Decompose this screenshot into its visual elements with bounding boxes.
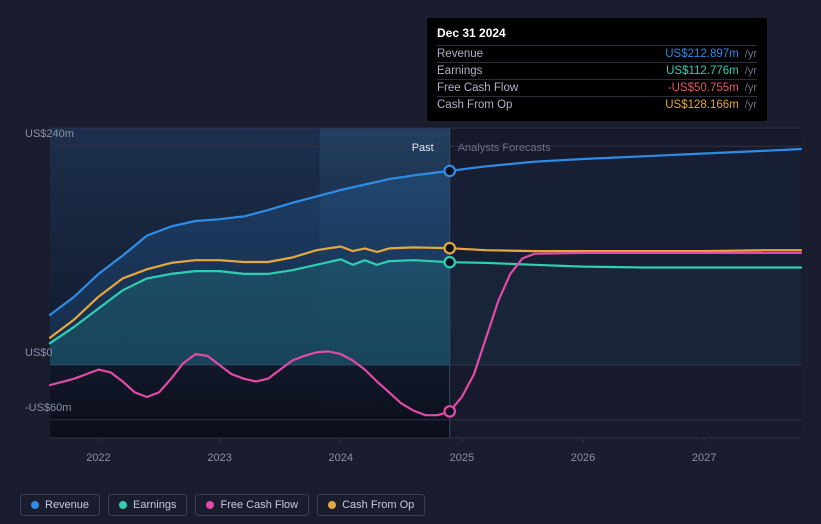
tooltip-value: US$128.166m bbox=[665, 99, 739, 111]
x-axis-label: 2026 bbox=[571, 452, 595, 464]
legend-item-fcf[interactable]: Free Cash Flow bbox=[195, 494, 309, 516]
revenue-dot-icon bbox=[31, 501, 39, 509]
legend-label: Revenue bbox=[45, 499, 89, 511]
tooltip-row: Free Cash Flow -US$50.755m/yr bbox=[437, 79, 757, 96]
legend: Revenue Earnings Free Cash Flow Cash From O… bbox=[20, 494, 425, 516]
x-axis-label: 2023 bbox=[207, 452, 231, 464]
tooltip-value: -US$50.755m bbox=[668, 82, 739, 94]
y-axis-label: US$0 bbox=[25, 347, 53, 359]
y-axis-label: -US$60m bbox=[25, 402, 71, 414]
tooltip-label: Free Cash Flow bbox=[437, 82, 662, 94]
legend-item-earnings[interactable]: Earnings bbox=[108, 494, 187, 516]
tooltip-unit: /yr bbox=[745, 65, 757, 77]
tooltip-value: US$212.897m bbox=[665, 48, 739, 60]
tooltip-unit: /yr bbox=[745, 48, 757, 60]
tooltip-row: Cash From Op US$128.166m/yr bbox=[437, 96, 757, 113]
tooltip-date: Dec 31 2024 bbox=[437, 26, 757, 45]
x-axis-labels: 2022 2023 2024 2025 2026 2027 bbox=[20, 452, 801, 468]
fcf-dot-icon bbox=[206, 501, 214, 509]
x-axis-label: 2022 bbox=[86, 452, 110, 464]
tooltip-unit: /yr bbox=[745, 82, 757, 94]
legend-item-cashop[interactable]: Cash From Op bbox=[317, 494, 425, 516]
x-axis-label: 2024 bbox=[328, 452, 352, 464]
forecast-section-label: Analysts Forecasts bbox=[458, 142, 551, 154]
cashop-dot-icon bbox=[328, 501, 336, 509]
tooltip-label: Cash From Op bbox=[437, 99, 659, 111]
past-section-label: Past bbox=[412, 142, 434, 154]
legend-label: Earnings bbox=[133, 499, 176, 511]
tooltip-unit: /yr bbox=[745, 99, 757, 111]
tooltip-row: Revenue US$212.897m/yr bbox=[437, 45, 757, 62]
y-axis-label: US$240m bbox=[25, 128, 74, 140]
tooltip-row: Earnings US$112.776m/yr bbox=[437, 62, 757, 79]
x-axis-label: 2025 bbox=[450, 452, 474, 464]
tooltip-value: US$112.776m bbox=[666, 65, 739, 77]
chart-container: Dec 31 2024 RevenueUS$212.897m/yrEarning… bbox=[0, 0, 821, 524]
point-tooltip: Dec 31 2024 RevenueUS$212.897m/yrEarning… bbox=[427, 18, 767, 121]
legend-label: Cash From Op bbox=[342, 499, 414, 511]
x-axis-label: 2027 bbox=[692, 452, 716, 464]
tooltip-label: Revenue bbox=[437, 48, 659, 60]
tooltip-label: Earnings bbox=[437, 65, 660, 77]
earnings-dot-icon bbox=[119, 501, 127, 509]
legend-label: Free Cash Flow bbox=[220, 499, 298, 511]
legend-item-revenue[interactable]: Revenue bbox=[20, 494, 100, 516]
